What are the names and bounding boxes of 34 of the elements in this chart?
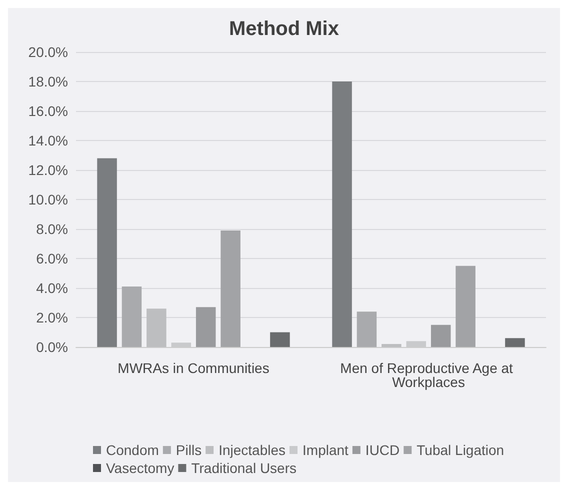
bar <box>146 308 166 347</box>
y-tick-label: 14.0% <box>28 132 68 148</box>
x-tick-label: Men of Reproductive Age at Workplaces <box>340 360 517 390</box>
y-tick-label: 16.0% <box>28 103 68 119</box>
bar <box>196 307 216 347</box>
bar <box>456 266 476 347</box>
bar <box>382 344 402 347</box>
legend-label: Condom <box>106 442 159 458</box>
bar <box>220 230 240 347</box>
bar <box>97 158 117 347</box>
bar <box>430 324 451 347</box>
legend-label: Traditional Users <box>191 460 297 476</box>
y-tick-label: 0.0% <box>36 339 68 355</box>
chart-title: Method Mix <box>229 18 339 40</box>
y-tick-label: 12.0% <box>28 162 68 178</box>
bar <box>332 82 352 347</box>
y-tick-label: 18.0% <box>28 74 68 90</box>
y-tick-label: 4.0% <box>36 280 68 296</box>
bar <box>356 312 377 347</box>
bar <box>122 286 142 347</box>
legend-label: Implant <box>302 442 349 458</box>
legend-label: Pills <box>176 442 202 458</box>
bar <box>270 332 290 347</box>
y-tick-label: 10.0% <box>28 192 68 208</box>
y-tick-label: 2.0% <box>36 310 68 326</box>
x-tick-label: MWRAs in Communities <box>118 360 270 376</box>
legend-label: Tubal Ligation <box>416 442 504 458</box>
legend-label: IUCD <box>365 442 400 458</box>
bar <box>505 338 525 347</box>
y-tick-label: 8.0% <box>36 221 68 237</box>
y-tick-label: 20.0% <box>28 44 68 60</box>
legend-label: Injectables <box>218 442 286 458</box>
legend-label: Vasectomy <box>106 460 174 476</box>
y-tick-label: 6.0% <box>36 250 68 266</box>
